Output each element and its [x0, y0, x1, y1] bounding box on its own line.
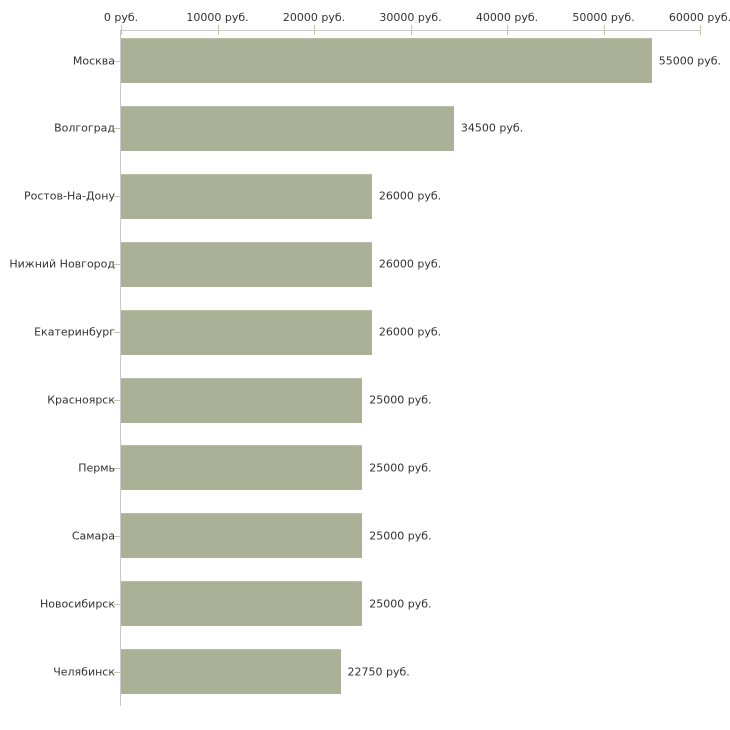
- category-label: Нижний Новгород: [9, 257, 115, 271]
- category-label: Ростов-На-Дону: [23, 189, 115, 203]
- category-tick: [114, 535, 120, 537]
- bar-6: [121, 445, 363, 491]
- category-tick: [114, 264, 120, 266]
- y-axis-line: [120, 30, 121, 706]
- category-tick: [114, 128, 120, 130]
- bar-0: [121, 38, 652, 83]
- value-label: 25000 руб.: [369, 529, 432, 543]
- value-label: 22750 руб.: [347, 665, 410, 679]
- value-label: 25000 руб.: [369, 461, 432, 475]
- x-axis-tick: [507, 25, 508, 35]
- category-label: Москва: [72, 54, 115, 67]
- value-label: 25000 руб.: [369, 597, 432, 611]
- category-tick: [114, 671, 120, 673]
- x-axis-tick-label: 10000 руб.: [186, 11, 249, 24]
- value-label: 25000 руб.: [369, 393, 432, 407]
- value-label: 34500 руб.: [460, 121, 524, 135]
- category-tick: [114, 467, 120, 469]
- bar-3: [121, 241, 372, 287]
- bar-7: [121, 513, 363, 559]
- category-tick: [114, 60, 120, 62]
- x-axis-tick-label: 50000 руб.: [572, 11, 635, 24]
- x-axis-tick-label: 60000 руб.: [668, 11, 730, 24]
- category-label: Волгоград: [54, 121, 115, 135]
- bar-1: [121, 105, 454, 151]
- value-label: 26000 руб.: [378, 189, 442, 203]
- x-axis-tick: [314, 25, 315, 35]
- category-label: Пермь: [78, 461, 115, 475]
- bar-2: [121, 173, 372, 219]
- x-axis-tick-label: 20000 руб.: [282, 11, 346, 24]
- x-axis-tick: [410, 25, 412, 35]
- bar-8: [121, 581, 363, 627]
- category-label: Красноярск: [47, 393, 115, 407]
- category-tick: [114, 332, 120, 334]
- category-label: Новосибирск: [39, 597, 115, 611]
- value-label: 26000 руб.: [378, 325, 442, 339]
- category-tick: [114, 603, 120, 605]
- x-axis-tick-label: 0 руб.: [103, 11, 139, 24]
- bar-4: [121, 309, 372, 355]
- x-axis-tick-label: 40000 руб.: [475, 11, 539, 24]
- bar-9: [121, 649, 341, 695]
- x-axis-tick: [121, 25, 122, 35]
- category-label: Челябинск: [53, 665, 115, 679]
- category-tick: [114, 400, 120, 401]
- category-tick: [114, 196, 120, 198]
- category-label: Екатеринбург: [34, 325, 115, 339]
- bar-5: [121, 377, 363, 423]
- x-axis-tick: [603, 25, 605, 35]
- category-label: Самара: [71, 529, 115, 543]
- x-axis-tick-label: 30000 руб.: [379, 11, 442, 24]
- x-axis-tick: [217, 25, 219, 35]
- value-label: 26000 руб.: [378, 257, 442, 271]
- value-label: 55000 руб.: [658, 54, 722, 67]
- x-axis-tick: [700, 25, 701, 35]
